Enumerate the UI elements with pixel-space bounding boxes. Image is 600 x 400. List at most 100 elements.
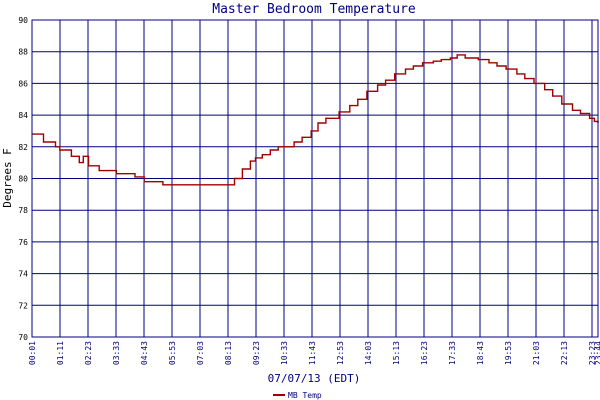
data-point xyxy=(589,117,591,119)
data-point xyxy=(496,65,498,67)
y-tick-label: 84 xyxy=(18,111,28,120)
data-point xyxy=(254,157,257,159)
data-point xyxy=(210,184,212,186)
data-point xyxy=(571,109,574,111)
data-point xyxy=(301,136,303,138)
x-tick-label: 03:33 xyxy=(112,341,121,365)
data-point xyxy=(54,146,57,148)
x-tick-label: 23:23 xyxy=(588,341,597,365)
data-point xyxy=(449,57,451,59)
data-point xyxy=(366,90,368,92)
data-point xyxy=(338,111,340,113)
data-point xyxy=(552,95,554,97)
data-point xyxy=(464,57,466,59)
x-axis-ticks: 00:01 01:11 02:23 03:33 04:43 05:53 07:03 08:13… xyxy=(28,341,600,365)
data-point xyxy=(261,154,263,156)
y-tick-label: 82 xyxy=(18,143,28,152)
y-tick-label: 70 xyxy=(18,333,28,342)
x-tick-label: 08:13 xyxy=(224,341,233,365)
y-axis-label: Degrees F xyxy=(1,148,14,208)
data-point xyxy=(154,181,156,183)
data-point xyxy=(171,184,173,186)
data-point xyxy=(70,155,72,157)
data-point xyxy=(227,184,229,186)
data-point xyxy=(422,62,424,64)
data-point xyxy=(199,184,201,186)
x-tick-label: 11:43 xyxy=(308,341,317,365)
x-tick-label: 10:33 xyxy=(280,341,289,365)
grid xyxy=(31,19,599,338)
data-point xyxy=(579,112,582,115)
data-point xyxy=(98,170,100,172)
x-tick-label: 07:03 xyxy=(196,341,205,365)
y-tick-label: 78 xyxy=(18,206,28,215)
data-point xyxy=(456,54,458,56)
chart-title: Master Bedroom Temperature xyxy=(212,2,416,17)
y-tick-label: 80 xyxy=(18,175,28,184)
data-point xyxy=(269,149,271,151)
data-point xyxy=(134,176,136,178)
y-tick-label: 74 xyxy=(18,270,28,279)
x-tick-label: 18:43 xyxy=(476,341,485,365)
data-point xyxy=(440,59,442,61)
x-tick-label: 01:11 xyxy=(56,341,65,365)
series-layer xyxy=(31,54,599,186)
data-point xyxy=(241,168,243,170)
x-tick-label: 16:23 xyxy=(420,341,429,365)
data-point xyxy=(59,149,61,151)
data-point xyxy=(126,173,128,175)
data-point xyxy=(82,155,84,157)
data-point xyxy=(162,184,164,186)
data-point xyxy=(404,68,407,70)
data-point xyxy=(412,65,414,67)
data-point xyxy=(385,79,387,81)
x-axis-label: 07/07/13 (EDT) xyxy=(268,372,361,385)
data-point xyxy=(544,89,546,91)
y-tick-label: 76 xyxy=(18,238,28,247)
data-point xyxy=(115,173,117,175)
y-tick-label: 88 xyxy=(18,48,28,57)
data-point xyxy=(249,160,251,162)
legend-label: MB Temp xyxy=(288,391,322,400)
x-tick-label: 22:13 xyxy=(560,341,569,365)
data-point xyxy=(349,105,351,107)
data-point xyxy=(505,68,507,70)
series-line xyxy=(32,54,599,186)
x-tick-label: 14:03 xyxy=(364,341,373,365)
y-tick-label: 86 xyxy=(18,79,28,88)
data-point xyxy=(282,146,284,148)
data-point xyxy=(561,103,563,105)
data-point xyxy=(87,165,90,167)
x-tick-label: 12:53 xyxy=(336,341,345,365)
data-point xyxy=(293,141,295,143)
y-tick-label: 72 xyxy=(18,301,28,310)
data-point xyxy=(42,141,45,143)
x-tick-label: 21:03 xyxy=(532,341,541,365)
x-tick-label: 15:13 xyxy=(392,341,401,365)
data-point xyxy=(533,82,535,84)
x-tick-label: 17:33 xyxy=(448,341,457,365)
data-point xyxy=(593,120,596,122)
plot-frame xyxy=(31,19,599,338)
data-point xyxy=(233,177,236,180)
data-point xyxy=(516,73,518,75)
data-point xyxy=(143,181,145,183)
data-point xyxy=(106,170,108,172)
x-tick-label: 00:01 xyxy=(28,341,37,365)
data-point xyxy=(325,117,327,119)
x-tick-label: 02:23 xyxy=(84,341,93,365)
y-tick-label: 90 xyxy=(18,16,28,25)
data-point xyxy=(488,62,490,64)
data-point xyxy=(394,73,396,75)
x-tick-label: 19:53 xyxy=(504,341,513,365)
data-point xyxy=(186,184,188,186)
data-point xyxy=(221,184,224,186)
data-point xyxy=(477,59,479,61)
data-point xyxy=(432,60,434,62)
x-tick-label: 04:43 xyxy=(140,341,149,365)
data-point xyxy=(78,162,80,164)
data-point xyxy=(277,146,279,148)
x-tick-label: 09:23 xyxy=(252,341,261,365)
x-tick-label: 05:53 xyxy=(168,341,177,365)
